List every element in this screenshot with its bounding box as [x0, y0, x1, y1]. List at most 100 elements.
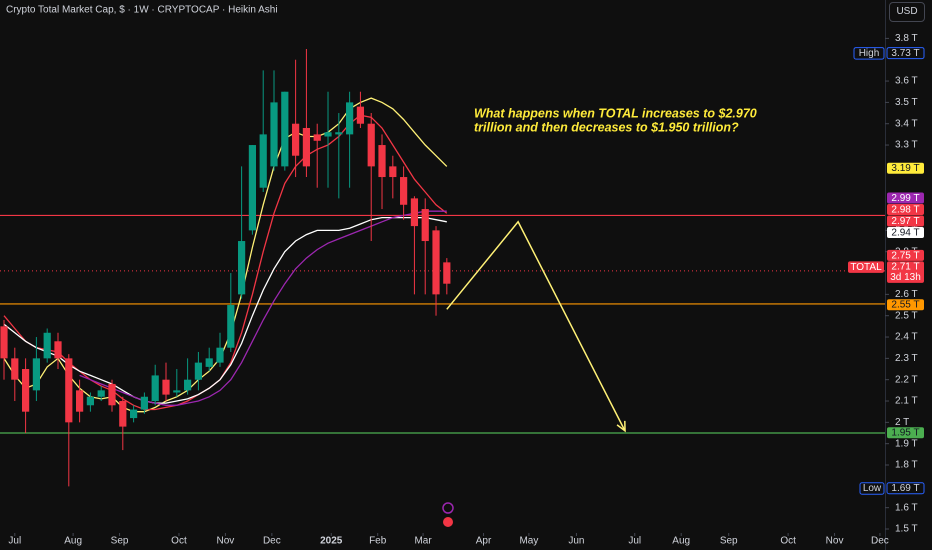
candle-body [410, 198, 419, 227]
price-label-text: 2.94 T [891, 227, 919, 238]
price-label-name-box [848, 261, 884, 273]
annotation-text: trillion and then decreases to $1.950 tr… [474, 120, 739, 134]
candle-body [378, 145, 386, 178]
candle-body [281, 91, 289, 167]
price-label-box [887, 215, 924, 227]
y-tick-label: 1.5 T [895, 524, 918, 535]
price-label-text: 1.69 T [891, 483, 919, 494]
y-tick-label: 1.9 T [895, 438, 918, 449]
candle-body [227, 305, 235, 348]
price-label-box [886, 47, 925, 60]
x-tick-label: Sep [111, 536, 129, 547]
icon [443, 517, 453, 527]
y-tick-label: 3.4 T [895, 118, 918, 129]
x-tick-label: Oct [780, 536, 796, 547]
y-tick-label: 1.6 T [895, 502, 918, 513]
candle-body [184, 379, 192, 391]
price-label-name-box [853, 47, 885, 60]
price-label-name: TOTAL [850, 262, 882, 273]
annotation-text: What happens when TOTAL increases to $2.… [474, 106, 757, 120]
price-label-name: High [859, 48, 880, 59]
y-tick-label: 1.8 T [895, 460, 918, 471]
candle-body [238, 241, 246, 295]
x-tick-label: 2025 [320, 536, 343, 547]
price-label: 3.73 T High [853, 47, 925, 60]
candle-body [173, 390, 181, 393]
price-label-text: 3.19 T [891, 163, 919, 174]
candle-body [443, 262, 451, 284]
price-label-text: 2.71 T [891, 262, 919, 273]
price-label-name: Low [863, 483, 882, 494]
candle-body [130, 409, 138, 419]
candle-body [0, 326, 8, 359]
candle-body [140, 396, 149, 410]
arrow-head [616, 420, 626, 433]
price-label: 1.95 T [887, 427, 924, 439]
price-label-text: 1.95 T [891, 428, 919, 439]
price-label-text: 3.73 T [891, 48, 919, 59]
candle-body [270, 102, 278, 167]
price-label-box [887, 427, 924, 439]
plot-area [0, 49, 885, 487]
candle-body [65, 358, 73, 423]
currency-button[interactable]: USD [889, 2, 925, 22]
candle-body [151, 375, 159, 402]
y-tick-label: 2.6 T [895, 289, 918, 300]
chart-title: Crypto Total Market Cap, $ · 1W · CRYPTO… [6, 5, 278, 16]
y-tick-label: 2.2 T [895, 374, 918, 385]
icon [442, 502, 454, 514]
candle-body [119, 401, 127, 427]
y-tick-label: 3.6 T [895, 76, 918, 87]
candle-body [389, 166, 397, 178]
price-label-box [887, 192, 924, 204]
price-label-box [887, 162, 924, 174]
price-label: 2.97 T [887, 215, 924, 227]
moving-average-line [79, 210, 447, 406]
y-tick-label: 3.3 T [895, 140, 918, 151]
price-label-text: 2.99 T [891, 193, 919, 204]
x-tick-label: Feb [369, 536, 387, 547]
candle-body [54, 341, 62, 359]
price-label: 1.69 T Low [859, 482, 925, 495]
y-tick-label: 2 T [895, 417, 909, 428]
x-tick-label: Dec [871, 536, 889, 547]
y-tick-label: 3.8 T [895, 33, 918, 44]
x-tick-label: Sep [720, 536, 738, 547]
x-tick-label: Mar [414, 536, 432, 547]
price-label-text: 2.55 T [891, 300, 919, 311]
candle-body [21, 369, 30, 412]
price-label: 2.75 T [887, 249, 924, 261]
price-label: 2.99 T [887, 192, 924, 204]
candle-body [205, 358, 213, 367]
price-label-text: 2.97 T [891, 216, 919, 227]
price-label-box [887, 261, 924, 283]
candle-body [97, 390, 105, 397]
y-tick-label: 3.5 T [895, 97, 918, 108]
price-label: 2.98 T [887, 203, 924, 215]
price-label: 2.55 T [887, 299, 924, 311]
moving-average-line [3, 216, 447, 404]
price-label-name-box [859, 482, 885, 495]
candle-body [367, 123, 375, 167]
y-tick-label: 2.3 T [895, 353, 918, 364]
price-label-box [887, 249, 924, 261]
x-tick-label: Jul [628, 536, 641, 547]
x-tick-label: Jul [8, 536, 21, 547]
candle-body [248, 145, 257, 231]
candle-body [302, 127, 311, 167]
candle-body [259, 134, 267, 188]
x-tick-label: Aug [672, 536, 690, 547]
x-tick-label: Nov [217, 536, 235, 547]
candle-body [43, 332, 51, 359]
candle-body [86, 396, 95, 406]
candle-body [432, 230, 440, 295]
x-tick-label: Aug [64, 536, 82, 547]
candle-body [356, 106, 365, 124]
moving-average-line [3, 97, 448, 413]
candle-body [11, 358, 19, 380]
x-tick-label: Nov [826, 536, 844, 547]
x-tick-label: Oct [171, 536, 187, 547]
